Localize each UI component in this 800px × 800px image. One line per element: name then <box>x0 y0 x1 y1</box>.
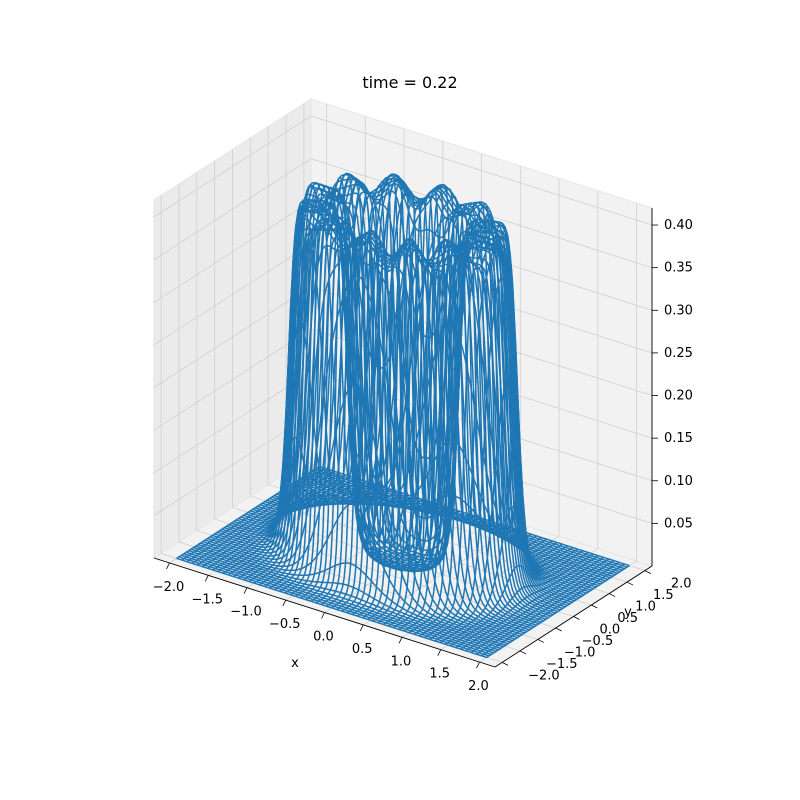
wire-col <box>481 563 625 657</box>
x-tick <box>243 587 248 594</box>
wire-col <box>475 561 620 655</box>
x-tick-label: 2.0 <box>468 679 489 694</box>
wire-col <box>362 203 506 619</box>
x-tick <box>282 599 287 607</box>
x-tick-label: −2.0 <box>153 580 185 595</box>
y-gridline <box>249 138 592 606</box>
x-tick <box>359 624 364 632</box>
wire-col <box>227 318 372 576</box>
z-tick-label: 0.35 <box>664 261 693 276</box>
y-tick-label: −0.5 <box>582 634 614 649</box>
wire-col <box>419 238 563 637</box>
z-gridline <box>153 243 653 354</box>
z-tick-label: 0.10 <box>664 474 693 489</box>
wire-col <box>176 465 320 560</box>
x-tick <box>476 661 480 669</box>
wire-col <box>305 193 449 601</box>
wire-col <box>186 469 331 563</box>
wire-col <box>450 553 594 647</box>
z-gridline <box>153 115 653 226</box>
wire-col <box>393 219 537 629</box>
z-tick-label: 0.25 <box>664 346 693 361</box>
x-tick-label: 1.5 <box>429 667 450 682</box>
wire-col <box>465 558 610 652</box>
wire-col <box>429 277 573 640</box>
wire-col <box>269 179 413 589</box>
y-gridline <box>214 161 556 629</box>
wire-col <box>351 211 496 616</box>
z-gridline <box>153 158 653 269</box>
x-tick-label: −0.5 <box>269 617 301 632</box>
z-tick-label: 0.05 <box>664 516 693 531</box>
z-tick-label: 0.40 <box>664 218 693 233</box>
wire-col <box>486 564 630 659</box>
x-gridline <box>440 190 599 651</box>
y-tick <box>573 616 580 620</box>
y-tick <box>591 604 598 609</box>
y-tick <box>537 639 544 643</box>
x-tick <box>204 575 209 582</box>
z-gridline <box>153 286 653 396</box>
wire-col <box>413 229 558 635</box>
y-axis-label: y <box>624 605 632 620</box>
wire-col <box>470 560 615 654</box>
wire-col <box>460 556 604 650</box>
tick-labels: −2.0−1.5−1.0−0.50.00.51.01.52.0−2.0−1.5−… <box>153 218 693 694</box>
wire-col <box>346 204 491 614</box>
wire-col <box>434 384 579 642</box>
y-tick-label: 0.5 <box>617 611 638 626</box>
wire-col <box>202 474 346 568</box>
y-tick-label: −1.0 <box>564 645 596 660</box>
wire-col <box>181 467 325 561</box>
x-tick <box>321 612 325 619</box>
y-tick <box>644 570 652 574</box>
x-tick <box>437 649 442 656</box>
z-tick-label: 0.15 <box>664 431 693 446</box>
y-tick-label: 1.5 <box>653 588 674 603</box>
y-gridline <box>232 149 574 617</box>
wire-col <box>377 203 522 624</box>
wire-col <box>367 202 511 621</box>
x-axis-label: x <box>291 656 299 671</box>
wire-col <box>398 219 542 631</box>
z-gridline <box>153 371 653 482</box>
wire-col <box>258 174 403 586</box>
x-tick-label: 0.0 <box>313 630 334 645</box>
y-tick <box>609 593 616 597</box>
wire-col <box>264 176 408 588</box>
chart-title: time = 0.22 <box>362 73 457 92</box>
y-tick-label: 2.0 <box>671 577 692 592</box>
wire-col <box>444 551 589 645</box>
z-tick-label: 0.30 <box>664 303 693 318</box>
wire-col <box>439 505 584 644</box>
wire-col <box>455 555 599 649</box>
x-tick-label: −1.0 <box>230 605 262 620</box>
x-tick-label: −1.5 <box>191 592 223 607</box>
y-tick-label: 0.0 <box>600 623 621 638</box>
y-tick <box>626 581 634 586</box>
wire-col <box>212 477 356 571</box>
x-tick <box>398 637 403 644</box>
z-tick-label: 0.20 <box>664 389 693 404</box>
y-tick-label: −1.5 <box>546 657 578 672</box>
wire-col <box>388 218 532 627</box>
y-tick <box>555 627 562 632</box>
y-tick <box>501 662 509 666</box>
x-tick-label: 1.0 <box>391 654 412 669</box>
wire-col <box>243 181 387 581</box>
wire-col <box>320 189 465 606</box>
y-tick <box>519 650 527 655</box>
surface-wireframe <box>176 172 630 659</box>
wire-col <box>424 243 568 639</box>
y-tick-label: −2.0 <box>528 668 560 683</box>
y-tick-label: 1.0 <box>635 600 656 615</box>
x-tick <box>166 562 170 570</box>
x-tick-label: 0.5 <box>352 642 373 657</box>
wire-col <box>382 209 527 626</box>
